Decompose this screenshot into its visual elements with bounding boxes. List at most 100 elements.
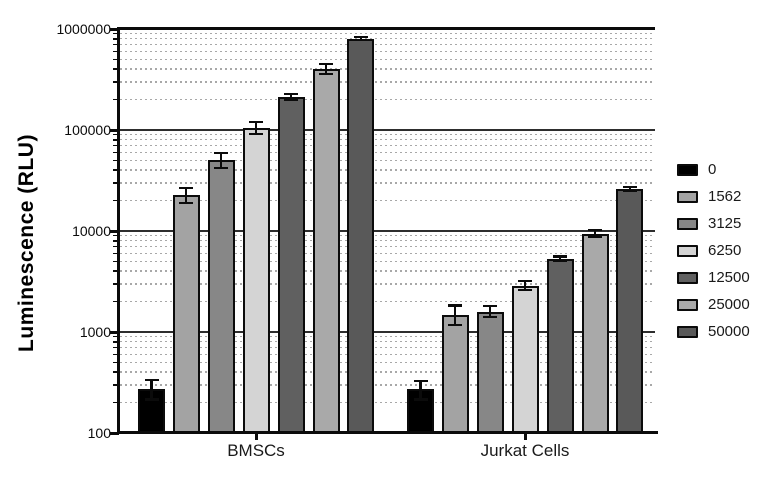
y-axis-minor-tick xyxy=(113,361,118,364)
y-axis-title: Luminescence (RLU) xyxy=(15,134,38,352)
y-axis-minor-tick xyxy=(113,335,118,338)
x-axis-tick-jurkat-cells xyxy=(523,433,527,440)
y-axis-minor-tick xyxy=(113,32,118,35)
error-bar-jurkat-cells-12500 xyxy=(559,256,562,261)
legend-label-1562: 1562 xyxy=(708,188,742,205)
y-axis-minor-tick xyxy=(113,144,118,147)
gridline-minor xyxy=(120,199,653,202)
error-cap-upper-bmscs-12500 xyxy=(284,92,299,95)
legend-item-3125: 3125 xyxy=(677,210,750,237)
y-axis-major-tick xyxy=(110,27,119,31)
y-axis-minor-tick xyxy=(113,159,118,162)
error-cap-upper-jurkat-cells-50000 xyxy=(622,186,637,189)
error-cap-upper-bmscs-6250 xyxy=(249,120,264,123)
y-axis-minor-tick xyxy=(113,346,118,349)
error-cap-upper-jurkat-cells-12500 xyxy=(553,255,568,258)
y-axis-minor-tick xyxy=(113,341,118,343)
y-axis-minor-tick xyxy=(113,252,118,255)
error-cap-lower-bmscs-25000 xyxy=(319,72,333,76)
y-axis-tick-label: 1000 xyxy=(79,324,111,340)
legend-label-50000: 50000 xyxy=(708,323,750,340)
legend-item-50000: 50000 xyxy=(677,318,750,345)
gridline-minor xyxy=(120,58,653,61)
gridline-major xyxy=(120,230,655,232)
error-cap-upper-bmscs-1562 xyxy=(179,187,194,190)
gridline-minor xyxy=(120,300,653,303)
gridline-minor xyxy=(120,341,653,343)
error-cap-lower-bmscs-3125 xyxy=(214,166,229,170)
gridline-minor xyxy=(120,32,653,35)
error-cap-lower-jurkat-cells-50000 xyxy=(622,189,637,192)
y-axis-minor-tick xyxy=(113,58,118,61)
x-category-label-jurkat-cells: Jurkat Cells xyxy=(480,441,570,460)
error-bar-jurkat-cells-3125 xyxy=(489,306,492,318)
axis-line-top xyxy=(117,27,655,30)
y-axis-minor-tick xyxy=(113,270,118,272)
plot-area xyxy=(117,27,658,434)
gridline-minor xyxy=(120,371,653,373)
y-axis-major-tick xyxy=(110,229,119,233)
y-axis-tick-label: 1000000 xyxy=(56,21,111,37)
gridline-minor xyxy=(120,270,653,272)
y-axis-minor-tick xyxy=(113,81,118,83)
legend-swatch-50000 xyxy=(677,325,698,338)
gridline-minor xyxy=(120,335,653,338)
gridline-minor xyxy=(120,139,653,141)
y-axis-tick-label: 100 xyxy=(87,425,111,441)
gridline-minor xyxy=(120,38,653,40)
gridline-minor xyxy=(120,401,653,404)
error-cap-lower-bmscs-1562 xyxy=(179,201,194,204)
error-bar-bmscs-25000 xyxy=(324,63,328,75)
error-cap-lower-jurkat-cells-6250 xyxy=(518,288,533,292)
legend-label-6250: 6250 xyxy=(708,242,742,259)
gridline-minor xyxy=(120,240,653,242)
y-axis-minor-tick xyxy=(113,260,118,263)
y-axis-minor-tick xyxy=(113,384,118,386)
bar-jurkat-cells-3125 xyxy=(476,311,504,433)
y-axis-minor-tick xyxy=(113,50,118,53)
y-axis-minor-tick xyxy=(113,240,118,242)
bar-jurkat-cells-1562 xyxy=(441,314,469,433)
error-bar-bmscs-3125 xyxy=(220,153,223,169)
error-bar-jurkat-cells-25000 xyxy=(593,230,597,238)
y-axis-major-tick xyxy=(110,128,119,132)
error-cap-upper-jurkat-cells-25000 xyxy=(588,229,602,232)
y-axis-tick-label: 10000 xyxy=(72,223,111,239)
x-category-label-bmscs: BMSCs xyxy=(227,441,285,460)
error-cap-lower-jurkat-cells-0 xyxy=(413,398,428,401)
y-axis-minor-tick xyxy=(113,283,118,285)
gridline-minor xyxy=(120,81,653,83)
x-axis-tick-bmscs xyxy=(254,433,258,440)
error-cap-upper-jurkat-cells-6250 xyxy=(518,279,533,283)
y-axis-minor-tick xyxy=(113,401,118,404)
y-axis-minor-tick xyxy=(113,169,118,171)
bar-bmscs-25000 xyxy=(312,69,340,433)
error-bar-jurkat-cells-50000 xyxy=(628,187,631,191)
legend-swatch-1562 xyxy=(677,190,698,203)
bar-jurkat-cells-6250 xyxy=(511,285,539,433)
legend-label-25000: 25000 xyxy=(708,296,750,313)
y-axis-minor-tick xyxy=(113,133,118,136)
error-bar-jurkat-cells-6250 xyxy=(524,280,527,291)
y-axis-minor-tick xyxy=(113,371,118,373)
gridline-minor xyxy=(120,169,653,171)
gridline-minor xyxy=(120,252,653,255)
legend-item-6250: 6250 xyxy=(677,237,750,264)
y-axis-minor-tick xyxy=(113,353,118,356)
bar-jurkat-cells-25000 xyxy=(581,234,609,433)
legend: 0 1562 3125 6250 12500 25000 50000 xyxy=(677,156,750,345)
y-axis-tick-label: 100000 xyxy=(64,122,111,138)
gridline-minor xyxy=(120,283,653,285)
gridline-minor xyxy=(120,151,653,154)
y-axis-major-tick xyxy=(110,330,119,334)
y-axis-minor-tick xyxy=(113,68,118,70)
error-bar-bmscs-6250 xyxy=(255,121,258,134)
error-bar-bmscs-1562 xyxy=(185,188,188,203)
legend-swatch-12500 xyxy=(677,271,698,284)
y-axis-minor-tick xyxy=(113,38,118,40)
error-bar-bmscs-0 xyxy=(150,379,153,400)
gridline-minor xyxy=(120,68,653,70)
error-cap-lower-jurkat-cells-12500 xyxy=(553,259,568,262)
error-cap-upper-jurkat-cells-0 xyxy=(413,379,428,382)
legend-item-12500: 12500 xyxy=(677,264,750,291)
